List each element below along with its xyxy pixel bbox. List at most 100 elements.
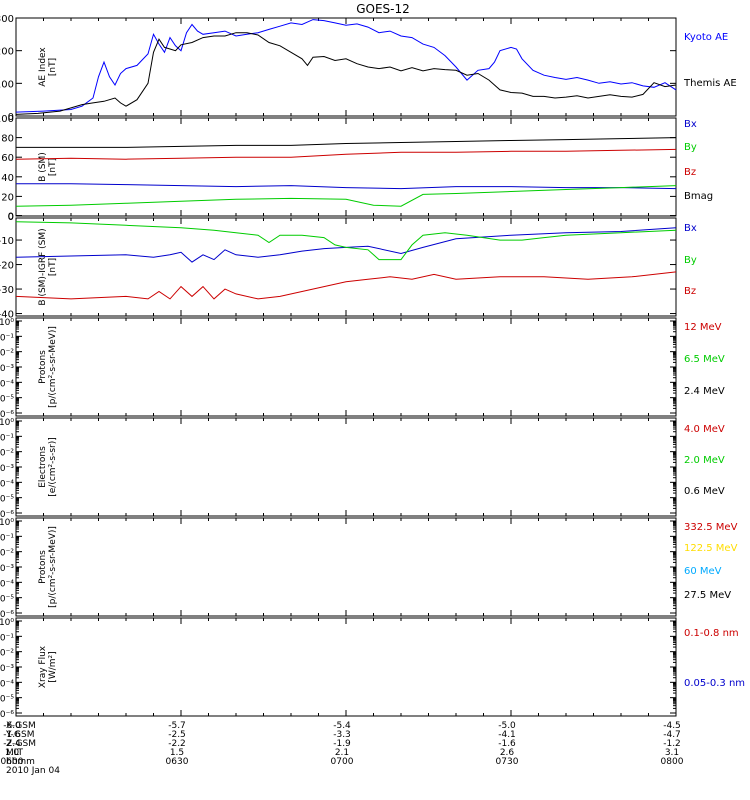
y-tick-label: 10⁻⁵ [0, 495, 14, 505]
legend-332-5-mev: 332.5 MeV [684, 522, 738, 533]
legend-bmag: Bmag [684, 191, 713, 202]
legend-4-0-mev: 4.0 MeV [684, 424, 725, 435]
footer-label-hhmm: hhmm [6, 757, 35, 767]
footer-value: 0800 [661, 757, 684, 767]
y-axis-label-line: Electrons [38, 446, 48, 488]
legend-2-0-mev: 2.0 MeV [684, 455, 725, 466]
y-tick-label: 20 [1, 192, 14, 203]
footer-value: -6.0 [3, 721, 21, 731]
y-tick-label: 10⁰ [0, 518, 14, 528]
y-axis-label-line: [e/(cm²-s-sr)] [48, 437, 58, 497]
y-tick-label: 10⁻¹ [0, 533, 14, 543]
footer-value: -1.2 [663, 739, 681, 749]
y-axis-label: Protons[p/(cm²-s-sr-MeV)] [38, 326, 58, 408]
legend-60-mev: 60 MeV [684, 566, 722, 577]
y-tick-label: -30 [0, 285, 14, 296]
y-axis-label-line: [nT] [48, 158, 58, 176]
y-tick-label: 10⁻¹ [0, 433, 14, 443]
footer-value: -2.4 [3, 739, 21, 749]
y-tick-label: 10⁻⁶ [0, 610, 14, 620]
legend-12-mev: 12 MeV [684, 322, 722, 333]
series-line-bx [15, 227, 677, 263]
y-tick-label: 10⁻⁴ [0, 379, 14, 389]
panel-frame [15, 417, 677, 517]
y-axis-label-line: [W/m²] [48, 651, 58, 682]
y-tick-label: 60 [1, 153, 14, 164]
y-tick-label: 10⁻⁵ [0, 695, 14, 705]
legend-by: By [684, 142, 697, 153]
y-axis-label: B (SM)[nT] [38, 152, 58, 182]
footer-value: -4.5 [663, 721, 681, 731]
footer-value: -3.3 [333, 730, 351, 740]
y-axis-label-line: Xray Flux [38, 645, 48, 688]
y-axis-label: AE Index[nT] [38, 47, 58, 87]
footer-value: 0630 [166, 757, 189, 767]
footer-value: 0700 [331, 757, 354, 767]
y-tick-label: 10⁻² [0, 649, 14, 659]
y-axis-label-line: Protons [38, 350, 48, 384]
y-tick-label: -10 [0, 236, 14, 247]
y-tick-label: 10⁻¹ [0, 633, 14, 643]
legend-27-5-mev: 27.5 MeV [684, 590, 731, 601]
footer-value: 1.5 [170, 748, 184, 758]
panel-2: B (SM)[nT] 0 20 40 60 80 100 Bx By Bz Bmag [0, 114, 713, 223]
legend-bz: Bz [684, 167, 696, 178]
y-axis-label: Electrons[e/(cm²-s-sr)] [38, 437, 58, 497]
series-line-by [15, 221, 677, 261]
footer-label-mlt: MLT [6, 748, 24, 758]
y-tick-label: 10⁰ [0, 318, 14, 328]
legend-themis-ae: Themis AE [683, 78, 737, 89]
y-tick-label: 10⁻² [0, 349, 14, 359]
y-axis-label-line: [nT] [48, 258, 58, 276]
footer-value: -2.5 [168, 730, 186, 740]
y-tick-label: -40 [0, 310, 14, 321]
footer-label-z-gsm: Z-GSM [6, 739, 36, 749]
y-tick-label: 10⁻² [0, 549, 14, 559]
y-tick-label: 10⁻⁴ [0, 479, 14, 489]
series-line-bmag [16, 137, 677, 148]
y-tick-label: 10⁰ [0, 618, 14, 628]
panel-5: Electrons[e/(cm²-s-sr)] 10⁰ 10⁻¹ 10⁻² 10⁻³ 10… [0, 417, 725, 520]
footer-value: -1.6 [498, 739, 516, 749]
legend-by: By [684, 255, 697, 266]
y-axis-label: B (SM)-IGRF (SM)[nT] [38, 228, 58, 305]
plot-title: GOES-12 [356, 2, 410, 16]
legend-0-1-0-8-nm: 0.1-0.8 nm [684, 628, 739, 639]
y-tick-label: 10⁰ [0, 418, 14, 428]
series-line-bz [15, 271, 677, 300]
footer-value: 2.6 [500, 748, 515, 758]
footer-value: 2.1 [335, 748, 349, 758]
footer-label-y-gsm: Y-GSM [5, 730, 34, 740]
series-line-themis-ae [15, 32, 677, 115]
legend-bx: Bx [684, 223, 697, 234]
y-tick-label: 0 [8, 112, 14, 123]
footer-value: 3.1 [665, 748, 679, 758]
y-axis-label: Protons[p/(cm²-s-sr-MeV)] [38, 526, 58, 608]
y-tick-label: 10⁻⁴ [0, 579, 14, 589]
panel-frame [15, 317, 677, 417]
footer-value: 1.0 [5, 748, 20, 758]
y-tick-label: 80 [1, 134, 14, 145]
footer-label-x-gsm: X-GSM [6, 721, 36, 731]
y-tick-label: 10⁻⁵ [0, 595, 14, 605]
series-line-by [15, 185, 677, 207]
panel-6: Protons[p/(cm²-s-sr-MeV)] 10⁰ 10⁻¹ 10⁻² 10⁻³… [0, 517, 738, 620]
y-tick-label: 10⁻³ [0, 364, 14, 374]
y-tick-label: 300 [0, 14, 14, 25]
footer-value: -1.9 [333, 739, 351, 749]
panel-3: B (SM)-IGRF (SM)[nT] -40 -30 -20 -10 0 Bx By Bz [0, 212, 697, 321]
y-tick-label: 10⁻⁴ [0, 679, 14, 689]
legend-2-4-mev: 2.4 MeV [684, 386, 725, 397]
y-tick-label: 10⁻² [0, 449, 14, 459]
legend-bz: Bz [684, 286, 696, 297]
panel-frame [15, 17, 677, 117]
legend-kyoto-ae: Kyoto AE [684, 32, 728, 43]
y-axis-label-line: [p/(cm²-s-sr-MeV)] [48, 326, 58, 408]
y-tick-label: 10⁻⁵ [0, 395, 14, 405]
y-axis-label-line: [p/(cm²-s-sr-MeV)] [48, 526, 58, 608]
y-axis-label-line: B (SM)-IGRF (SM) [38, 228, 48, 305]
y-tick-label: 0 [8, 212, 14, 223]
y-tick-label: 10⁻¹ [0, 333, 14, 343]
y-axis-label: Xray Flux[W/m²] [38, 645, 58, 688]
